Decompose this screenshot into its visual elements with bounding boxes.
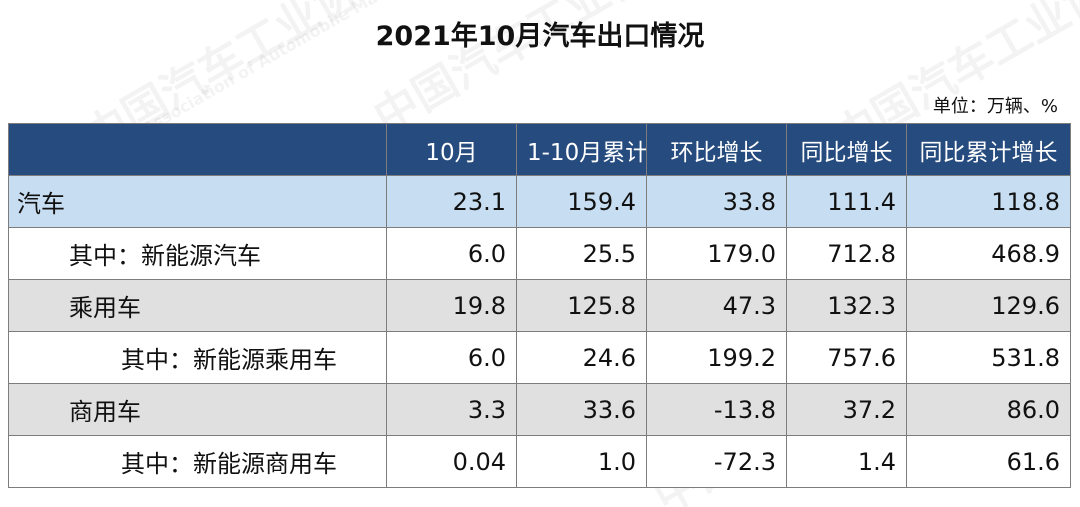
column-header: 1-10月累计 — [516, 123, 647, 176]
row-label: 乘用车 — [8, 279, 387, 332]
table-cell: 37.2 — [786, 383, 907, 436]
export-table: 10月 1-10月累计 环比增长 同比增长 同比累计增长 汽车 23.1 159… — [8, 123, 1071, 488]
column-header: 同比增长 — [786, 123, 907, 176]
row-label: 其中：新能源乘用车 — [8, 331, 387, 384]
table-cell: -13.8 — [646, 383, 787, 436]
unit-label: 单位：万辆、% — [932, 96, 1058, 117]
row-label: 其中：新能源汽车 — [8, 227, 387, 280]
table-cell: 1.4 — [786, 435, 907, 488]
row-label: 商用车 — [8, 383, 387, 436]
table-cell: 118.8 — [906, 175, 1071, 228]
table-cell: 23.1 — [386, 175, 517, 228]
table-row: 汽车 23.1 159.4 33.8 111.4 118.8 — [8, 175, 1071, 228]
table-row: 乘用车 19.8 125.8 47.3 132.3 129.6 — [8, 279, 1071, 332]
table-cell: 159.4 — [516, 175, 647, 228]
row-label: 其中：新能源商用车 — [8, 435, 387, 488]
table-cell: 0.04 — [386, 435, 517, 488]
table-cell: 19.8 — [386, 279, 517, 332]
table-cell: 24.6 — [516, 331, 647, 384]
column-header — [8, 123, 387, 176]
table-row: 其中：新能源乘用车 6.0 24.6 199.2 757.6 531.8 — [8, 331, 1071, 384]
column-header: 10月 — [386, 123, 517, 176]
table-cell: 1.0 — [516, 435, 647, 488]
table-row: 其中：新能源汽车 6.0 25.5 179.0 712.8 468.9 — [8, 227, 1071, 280]
table-cell: 61.6 — [906, 435, 1071, 488]
table-cell: -72.3 — [646, 435, 787, 488]
page-title: 2021年10月汽车出口情况 — [375, 21, 705, 52]
table-cell: 86.0 — [906, 383, 1071, 436]
table-cell: 757.6 — [786, 331, 907, 384]
table-cell: 3.3 — [386, 383, 517, 436]
table-cell: 132.3 — [786, 279, 907, 332]
table-row: 其中：新能源商用车 0.04 1.0 -72.3 1.4 61.6 — [8, 435, 1071, 488]
table-cell: 179.0 — [646, 227, 787, 280]
table-row: 商用车 3.3 33.6 -13.8 37.2 86.0 — [8, 383, 1071, 436]
table-cell: 25.5 — [516, 227, 647, 280]
table-cell: 712.8 — [786, 227, 907, 280]
row-label: 汽车 — [8, 175, 387, 228]
table-cell: 33.8 — [646, 175, 787, 228]
column-header: 环比增长 — [646, 123, 787, 176]
table-cell: 125.8 — [516, 279, 647, 332]
table-cell: 6.0 — [386, 331, 517, 384]
table-cell: 199.2 — [646, 331, 787, 384]
table-cell: 47.3 — [646, 279, 787, 332]
column-header: 同比累计增长 — [906, 123, 1071, 176]
table-cell: 468.9 — [906, 227, 1071, 280]
table-cell: 6.0 — [386, 227, 517, 280]
table-cell: 531.8 — [906, 331, 1071, 384]
table-cell: 33.6 — [516, 383, 647, 436]
table-header-row: 10月 1-10月累计 环比增长 同比增长 同比累计增长 — [8, 123, 1071, 176]
table-cell: 129.6 — [906, 279, 1071, 332]
table-cell: 111.4 — [786, 175, 907, 228]
